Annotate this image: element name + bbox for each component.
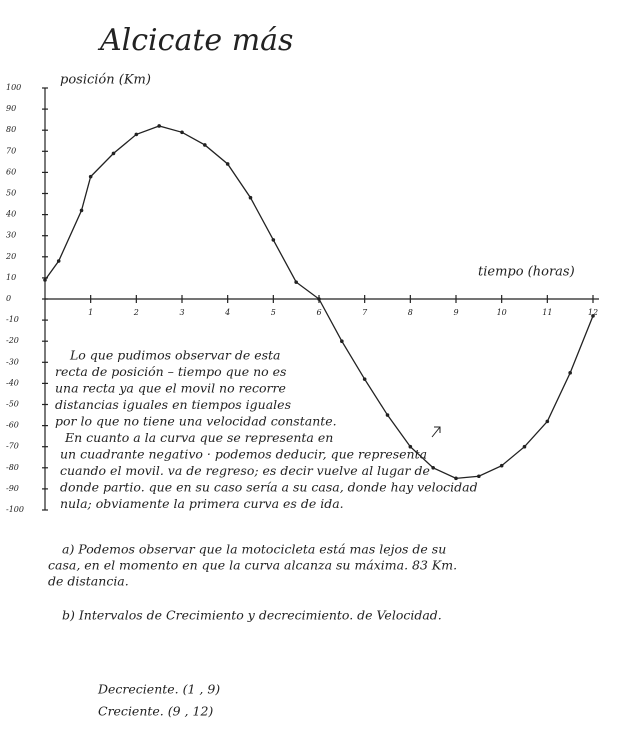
y-tick-label: -50 — [6, 400, 19, 409]
y-tick-label: -30 — [6, 357, 19, 366]
answer-a-line: casa, en el momento en que la curva alca… — [48, 558, 457, 573]
point — [79, 208, 84, 213]
x-tick-label: 10 — [497, 308, 507, 317]
note-line: por lo que no tiene una velocidad consta… — [55, 414, 337, 429]
point — [56, 259, 61, 263]
point — [545, 419, 550, 424]
x-tick-label: 3 — [179, 308, 184, 317]
note-line: una recta ya que el movil no recorre — [55, 381, 286, 396]
point — [317, 297, 321, 301]
point — [111, 151, 116, 156]
point — [408, 444, 413, 449]
note-line: recta de posición – tiempo que no es — [55, 364, 286, 379]
point — [180, 130, 184, 135]
y-tick-label: 60 — [6, 167, 16, 176]
point — [88, 174, 93, 179]
point — [431, 466, 435, 470]
x-tick-label: 6 — [316, 308, 321, 317]
point — [157, 124, 161, 128]
point — [454, 476, 458, 481]
note-line: cuando el movil. va de regreso; es decir… — [60, 463, 430, 478]
answer-a-line: de distancia. — [48, 574, 129, 589]
y-tick-label: 10 — [6, 273, 16, 282]
y-axis-label: posición (Km) — [60, 73, 151, 88]
title: Alcicate más — [97, 23, 293, 58]
arrow — [431, 426, 441, 438]
answer-a-line: a) Podemos observar que la motocicleta e… — [62, 542, 446, 557]
point — [271, 238, 276, 242]
point — [499, 463, 504, 468]
x-axis-label: tiempo (horas) — [478, 265, 575, 280]
y-tick-label: -10 — [6, 315, 19, 324]
point — [568, 371, 572, 375]
y-tick-label: -80 — [6, 463, 19, 472]
note-line: nula; obviamente la primera curva es de … — [60, 496, 344, 511]
y-tick-label: 40 — [5, 210, 16, 219]
point — [385, 413, 390, 417]
y-tick-label: -60 — [6, 421, 19, 430]
point — [522, 444, 527, 449]
y-tick-label: 70 — [6, 146, 16, 155]
x-tick-label: 8 — [408, 308, 413, 317]
x-tick-label: 4 — [224, 308, 230, 317]
note-line: un cuadrante negativo · podemos deducir,… — [60, 447, 427, 462]
y-tick-label: -100 — [6, 505, 24, 514]
point — [294, 280, 298, 284]
answer-b: b) Intervalos de Crecimiento y decrecimi… — [62, 608, 442, 623]
x-tick-label: 2 — [133, 308, 139, 317]
point — [225, 162, 230, 166]
y-tick-label: -40 — [6, 378, 19, 387]
y-tick-label: -20 — [6, 336, 19, 345]
x-tick-label: 11 — [542, 308, 552, 317]
point — [477, 474, 481, 479]
line — [44, 125, 594, 480]
note-line: En cuanto a la curva que se representa e… — [64, 430, 333, 445]
interval: Creciente. (9 , 12) — [98, 704, 213, 719]
interval: Decreciente. (1 , 9) — [97, 682, 220, 697]
point — [203, 143, 207, 147]
x-tick-label: 12 — [588, 308, 598, 317]
point — [340, 339, 344, 344]
y-tick-label: 0 — [6, 294, 11, 303]
note-line: Lo que pudimos observar de esta — [69, 348, 280, 363]
note-line: distancias iguales en tiempos iguales — [55, 397, 291, 412]
point — [362, 377, 367, 381]
point — [43, 278, 47, 282]
y-tick-label: 80 — [6, 125, 16, 134]
x-tick-label: 9 — [453, 308, 458, 317]
y-tick-label: 30 — [6, 231, 16, 240]
y-tick-label: 20 — [5, 252, 16, 261]
y-tick-label: 100 — [6, 83, 21, 92]
y-tick-label: -70 — [6, 442, 19, 451]
y-tick-label: -90 — [6, 484, 19, 493]
x-tick-label: 5 — [271, 308, 276, 317]
x-tick-label: 1 — [88, 308, 93, 317]
x-tick-label: 7 — [362, 308, 368, 317]
y-tick-label: 90 — [6, 104, 16, 113]
point — [591, 314, 595, 318]
point — [248, 195, 253, 200]
note-line: donde partio. que en su caso sería a su … — [60, 480, 478, 495]
point — [134, 132, 139, 137]
y-tick-label: 50 — [6, 189, 16, 198]
